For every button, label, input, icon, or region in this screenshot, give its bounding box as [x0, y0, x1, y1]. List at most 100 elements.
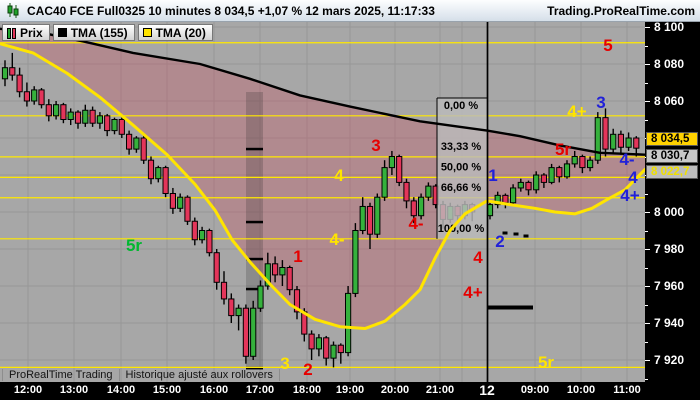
- candle-body: [23, 91, 30, 102]
- candle-body: [140, 137, 147, 161]
- time-axis-label: 16:00: [199, 384, 229, 396]
- candle-body: [323, 337, 330, 359]
- legend-chip-price[interactable]: Prix: [2, 24, 50, 41]
- candle-body: [610, 133, 617, 150]
- candle-body: [345, 292, 352, 354]
- candle-body: [1, 67, 9, 80]
- candle-body: [89, 109, 96, 124]
- tma155-value-badge: 8 030,7: [646, 148, 698, 163]
- candle-body: [74, 111, 82, 124]
- candle-body: [366, 205, 374, 235]
- fib-level-label: 50,00 %: [441, 161, 482, 173]
- candle-body: [510, 187, 517, 204]
- legend-chip-tma20[interactable]: TMA (20): [137, 24, 213, 41]
- settlement-mark: [523, 234, 529, 238]
- candle-body: [45, 104, 52, 117]
- candle-body: [206, 230, 213, 254]
- candle-body: [330, 344, 337, 359]
- price-tick: [645, 360, 650, 361]
- time-axis-label: 10:00: [566, 384, 596, 396]
- legend-chip-tma155[interactable]: TMA (155): [52, 24, 135, 41]
- candle-body: [352, 230, 359, 294]
- wave-annotation: 4-: [329, 230, 344, 249]
- price-tick: [645, 341, 648, 343]
- candle-body: [279, 267, 286, 276]
- candle-body: [396, 156, 403, 183]
- band-level-mark: [246, 287, 263, 291]
- wave-annotation: 4+: [567, 102, 586, 121]
- candle-body: [126, 133, 133, 150]
- wave-annotation: 2: [303, 360, 312, 379]
- candlestick-chart-icon: [5, 2, 21, 19]
- candle-body: [594, 117, 601, 161]
- candle-body: [403, 181, 410, 202]
- candle-body: [359, 205, 366, 231]
- price-axis-label: 7 980: [654, 242, 685, 256]
- candle-body: [587, 159, 594, 169]
- wave-annotation: 2: [495, 232, 504, 251]
- candle-body: [571, 156, 578, 165]
- wave-annotation: 4+: [463, 283, 482, 302]
- time-axis-label: 11:00: [613, 384, 641, 396]
- candle-body: [293, 289, 301, 313]
- legend-label: Prix: [20, 25, 43, 40]
- candle-body: [82, 109, 89, 124]
- candle-body: [264, 263, 271, 287]
- fib-level-label: 0,00 %: [444, 100, 478, 112]
- chart-canvas[interactable]: 0,00 % 33,33 % 50,00 % 66,66 % 100,00 % 5 4+ 3 5…: [0, 22, 645, 382]
- candle-body: [184, 196, 191, 222]
- fib-level-label: 33,33 %: [441, 141, 482, 153]
- time-axis-label: 12:00: [13, 384, 43, 396]
- status-history-note: Historique ajusté aux rollovers: [120, 369, 280, 381]
- settlement-mark: [513, 232, 519, 236]
- candle-body: [162, 167, 169, 195]
- chart-toolbar: CAC40 FCE Full0325 10 minutes 8 034,5 +1…: [0, 0, 700, 22]
- price-tick: [645, 323, 650, 324]
- candle-body: [425, 185, 432, 198]
- candle-body: [31, 89, 38, 102]
- price-tick: [645, 249, 650, 250]
- candle-body: [502, 194, 509, 204]
- tma155-line: [0, 27, 645, 156]
- time-axis-label: 15:00: [152, 384, 182, 396]
- candle-body: [556, 167, 563, 178]
- candle-body: [235, 307, 242, 317]
- tma20-line: [0, 42, 645, 331]
- candle-body: [16, 74, 23, 93]
- price-tick: [645, 119, 648, 121]
- price-axis-label: 8 080: [654, 57, 685, 71]
- candle-body: [381, 167, 388, 198]
- candle-body: [286, 267, 293, 291]
- price-axis-label: 8 060: [654, 94, 685, 108]
- candle-body: [199, 230, 206, 241]
- price-tick: [645, 378, 648, 380]
- order-line: [487, 305, 533, 310]
- candle-body: [67, 111, 74, 120]
- price-tick: [645, 101, 650, 102]
- candle-body: [563, 163, 571, 178]
- candle-body: [617, 133, 624, 148]
- legend-label: TMA (20): [155, 25, 206, 40]
- wave-annotation: 1: [293, 247, 302, 266]
- wave-annotation: 5r: [538, 353, 554, 372]
- wave-annotation: 3: [280, 354, 289, 373]
- wave-annotation: 4: [473, 248, 483, 267]
- candle-body: [602, 117, 609, 150]
- candle-body: [494, 194, 501, 206]
- time-axis[interactable]: 12:00 13:00 14:00 15:00 16:00 17:00 18:00 19:00…: [0, 382, 700, 400]
- candle-body: [191, 220, 198, 241]
- candle-body: [272, 263, 279, 276]
- band-level-mark: [246, 220, 263, 224]
- candle-body: [96, 115, 104, 124]
- tma-cloud-fill: [0, 28, 645, 329]
- candle-body: [374, 196, 381, 235]
- candle-body: [104, 115, 111, 132]
- price-tick: [645, 212, 650, 213]
- candle-body: [177, 196, 184, 209]
- tma20-swatch-icon: [142, 28, 152, 37]
- price-tick: [645, 267, 648, 269]
- price-tick: [645, 286, 650, 287]
- platform-brand-link[interactable]: Trading.ProRealTime.com: [547, 3, 695, 18]
